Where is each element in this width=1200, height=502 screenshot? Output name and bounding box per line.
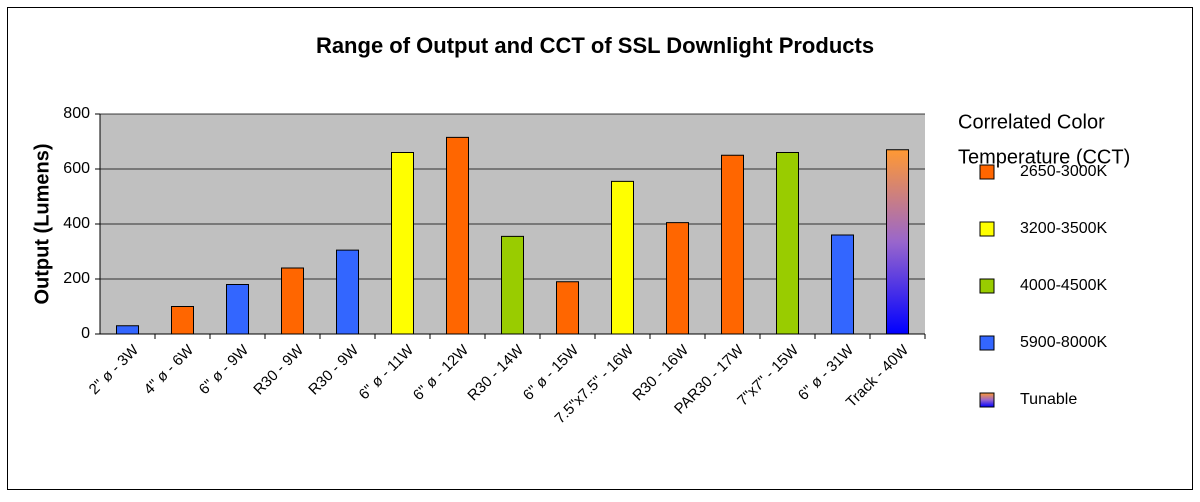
- legend-label: 5900-8000K: [1020, 334, 1108, 351]
- legend-label: 4000-4500K: [1020, 277, 1108, 294]
- bar: [171, 306, 194, 335]
- legend-swatch: [979, 335, 995, 351]
- bar: [886, 149, 909, 335]
- legend-title: Temperature (CCT): [958, 146, 1130, 168]
- legend-label: 3200-3500K: [1020, 220, 1108, 237]
- y-tick-label: 0: [81, 325, 90, 342]
- bar: [721, 154, 744, 335]
- bar: [391, 152, 414, 335]
- legend-swatch: [979, 164, 995, 180]
- legend-title: Correlated Color: [958, 111, 1105, 133]
- bar: [776, 152, 799, 335]
- bar: [501, 235, 524, 335]
- legend-label: 2650-3000K: [1020, 163, 1108, 180]
- bar: [611, 180, 634, 335]
- legend-swatch: [979, 278, 995, 294]
- y-tick-label: 200: [63, 270, 90, 287]
- bar: [116, 325, 139, 335]
- chart-title: Range of Output and CCT of SSL Downlight…: [316, 33, 874, 58]
- bar: [556, 281, 579, 335]
- legend-label: Tunable: [1020, 391, 1077, 408]
- y-tick-label: 600: [63, 160, 90, 177]
- y-tick-label: 400: [63, 215, 90, 232]
- legend-swatch: [979, 221, 995, 237]
- bar: [336, 249, 359, 335]
- legend-swatch: [979, 392, 995, 408]
- bar: [226, 284, 249, 335]
- y-tick-label: 800: [63, 105, 90, 122]
- bar: [831, 234, 854, 335]
- bar: [666, 222, 689, 335]
- y-axis-label: Output (Lumens): [31, 143, 53, 304]
- bar: [446, 136, 469, 335]
- bar: [281, 267, 304, 335]
